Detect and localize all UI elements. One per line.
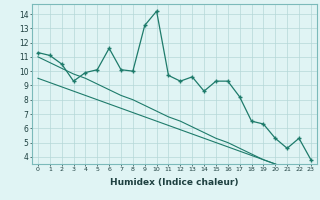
X-axis label: Humidex (Indice chaleur): Humidex (Indice chaleur)	[110, 178, 239, 187]
